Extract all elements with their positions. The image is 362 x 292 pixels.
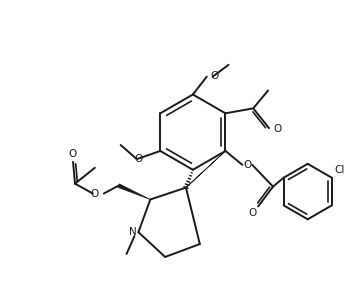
Text: O: O bbox=[134, 154, 143, 164]
Text: O: O bbox=[243, 160, 251, 170]
Text: O: O bbox=[273, 124, 281, 134]
Polygon shape bbox=[186, 151, 226, 188]
Text: Cl: Cl bbox=[335, 165, 345, 175]
Text: O: O bbox=[248, 208, 256, 218]
Text: N: N bbox=[129, 227, 136, 237]
Text: O: O bbox=[90, 189, 99, 199]
Polygon shape bbox=[118, 184, 150, 199]
Text: O: O bbox=[68, 149, 76, 159]
Text: O: O bbox=[211, 71, 219, 81]
